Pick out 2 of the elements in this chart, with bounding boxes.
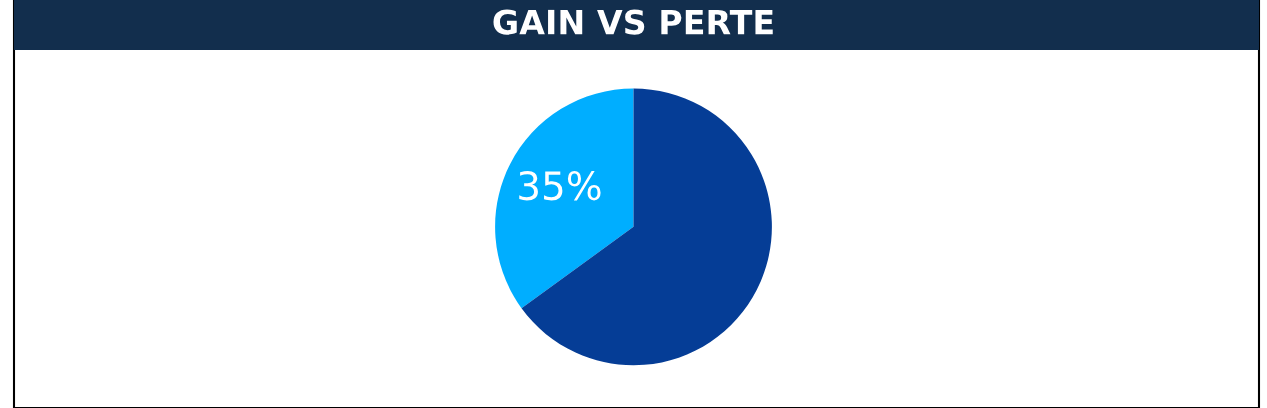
chart-title: GAIN VS PERTE [493,9,773,35]
data-label: 35% [519,171,601,201]
